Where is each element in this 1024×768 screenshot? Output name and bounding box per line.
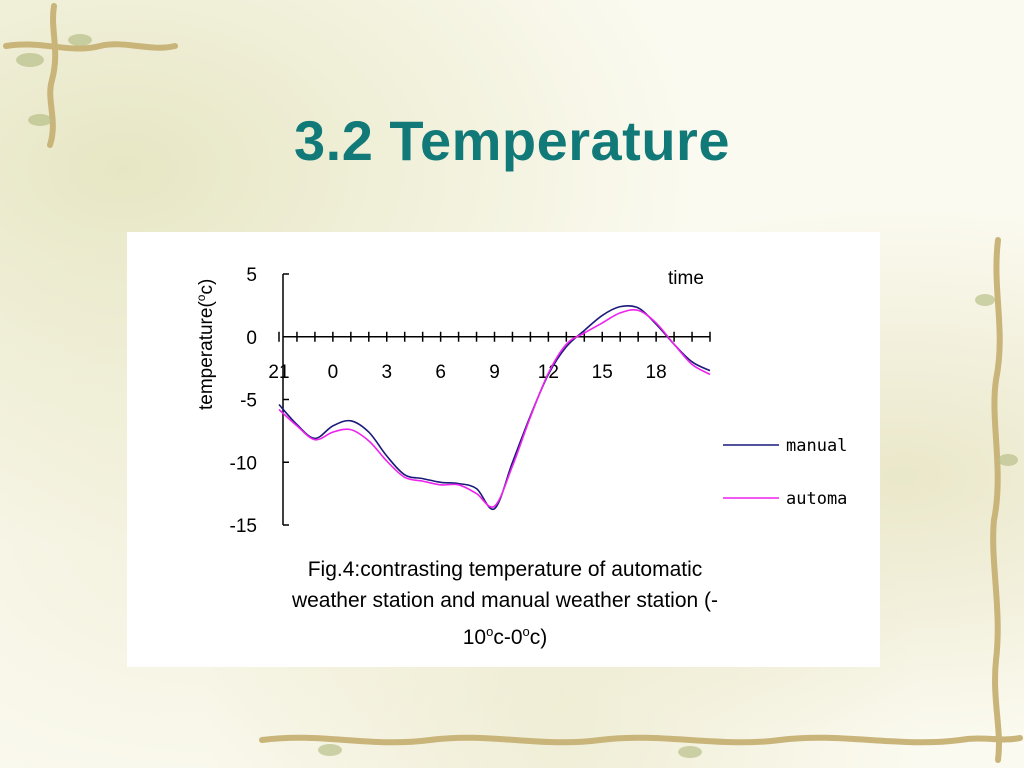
- series-line-manual: [278, 304, 711, 511]
- y-tick-label: -10: [230, 453, 257, 474]
- leaf-shape: [998, 454, 1018, 466]
- y-tick-label: -15: [230, 516, 257, 537]
- leaf-shape: [28, 114, 52, 126]
- chart-panel: 5 0 -5 -10 -15 21 0 3 6 9 12 15 18 manual automa temp…: [127, 232, 880, 667]
- slide-title: 3.2 Temperature: [294, 109, 730, 172]
- x-tick-label: 18: [646, 362, 667, 383]
- legend-label-manual: manual: [786, 436, 847, 456]
- caption-line-1: Fig.4:contrasting temperature of automat…: [307, 558, 703, 581]
- bottom-vine: [259, 734, 1023, 746]
- x-tick-label: 6: [435, 362, 446, 383]
- leaf-shape: [68, 34, 92, 46]
- caption-line-3: 10oc-0oc): [462, 624, 548, 649]
- chart-series: [278, 304, 711, 511]
- series-line-automa: [278, 308, 711, 508]
- y-axis-label: temperature(oc): [194, 279, 217, 410]
- leaf-shape: [975, 294, 995, 306]
- leaf-shape: [318, 744, 342, 756]
- leaf-shape: [16, 53, 44, 67]
- x-tick-label: 0: [328, 362, 339, 383]
- x-tick-label: 15: [592, 362, 613, 383]
- caption-line-2: weather station and manual weather stati…: [291, 589, 719, 612]
- legend-label-automa: automa: [786, 489, 847, 509]
- y-tick-label: -5: [240, 391, 257, 412]
- figure-caption: Fig.4:contrasting temperature of automat…: [215, 554, 795, 653]
- x-tick-label: 9: [489, 362, 500, 383]
- x-tick-label: 21: [268, 362, 289, 383]
- x-tick-label: 3: [381, 362, 392, 383]
- y-tick-label: 5: [246, 265, 257, 286]
- y-tick-label: 0: [246, 328, 257, 349]
- top-left-vine: [47, 3, 59, 148]
- chart-legend: manual automa: [723, 436, 847, 509]
- right-vine: [990, 237, 1003, 763]
- x-axis-label: time: [668, 268, 704, 289]
- top-left-vine-horizontal: [3, 41, 178, 52]
- leaf-shape: [678, 746, 702, 758]
